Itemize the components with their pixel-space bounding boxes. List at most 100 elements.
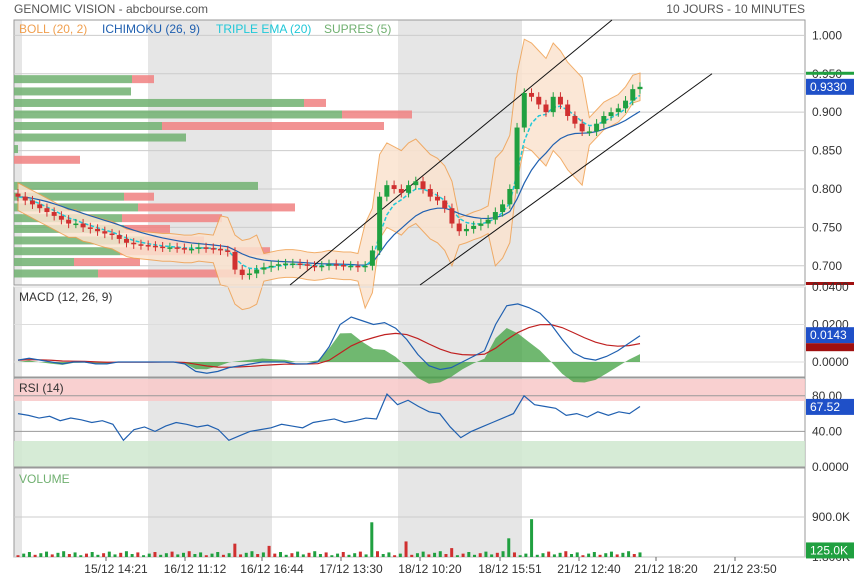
volume-bar <box>96 554 100 557</box>
volume-bar <box>495 552 499 557</box>
x-tick-label: 18/12 15:51 <box>478 562 542 576</box>
candle-body <box>239 269 245 276</box>
candle-body <box>174 247 180 249</box>
price-tick-label: 1.000 <box>812 28 842 42</box>
volume-bar <box>73 552 77 557</box>
volume-bar <box>119 552 123 557</box>
volume-bar <box>39 553 43 557</box>
candle-body <box>290 263 296 265</box>
volume-bar <box>239 554 243 557</box>
volume-bar <box>427 554 431 557</box>
candle-body <box>529 92 535 97</box>
volume-bar <box>233 543 237 557</box>
candle-body <box>377 196 383 251</box>
candle-body <box>275 264 281 266</box>
candle-body <box>340 265 346 267</box>
volume-bar <box>410 554 414 557</box>
volume-bar <box>261 552 265 557</box>
volume-profile-bar <box>14 181 258 190</box>
volume-bar <box>570 554 574 557</box>
macd-title: MACD (12, 26, 9) <box>19 290 112 304</box>
candle-body <box>398 188 404 193</box>
session-shade <box>14 468 22 557</box>
macd-signal-box <box>806 343 854 352</box>
volume-bar <box>433 552 437 557</box>
price-tick-label: 0.800 <box>812 182 842 196</box>
candle-body <box>95 228 101 232</box>
volume-bar <box>530 519 534 557</box>
candle-body <box>312 265 318 268</box>
rsi-title: RSI (14) <box>19 381 64 395</box>
volume-profile-bar <box>304 98 326 107</box>
volume-bar <box>364 554 368 557</box>
volume-bar <box>107 551 111 557</box>
volume-bar <box>353 553 357 557</box>
volume-profile-bar <box>162 122 384 130</box>
candle-body <box>615 108 621 113</box>
macd-last-value: 0.0143 <box>810 328 847 342</box>
price-tick-label: 0.850 <box>812 144 842 158</box>
volume-profile-bar <box>342 110 412 119</box>
candle-body <box>152 245 158 248</box>
volume-bar <box>250 551 254 557</box>
volume-bar <box>170 551 174 557</box>
candle-body <box>131 242 137 245</box>
candle-body <box>557 96 563 105</box>
candle-body <box>550 96 556 113</box>
candle-body <box>319 265 325 268</box>
volume-bar <box>638 552 642 557</box>
volume-profile-bar <box>14 87 131 96</box>
volume-profile-bar <box>14 155 80 164</box>
volume-bar <box>216 552 220 557</box>
candle-body <box>203 247 209 249</box>
candle-body <box>160 246 166 249</box>
volume-bar <box>592 552 596 557</box>
volume-bar <box>56 552 60 557</box>
macd-line <box>17 303 641 374</box>
candle-body <box>297 263 303 265</box>
candle-body <box>326 264 332 266</box>
candle-body <box>434 196 440 201</box>
candle-body <box>123 238 129 243</box>
volume-bar <box>267 545 271 557</box>
candle-body <box>572 116 578 124</box>
volume-profile-bar <box>14 203 138 212</box>
macd-tick-label: 0.0400 <box>812 280 849 294</box>
candle-body <box>369 250 375 266</box>
volume-bar <box>455 555 459 557</box>
volume-profile-bar <box>14 145 18 154</box>
volume-profile-bar <box>132 75 154 84</box>
volume-bar <box>102 553 106 557</box>
candle-body <box>254 269 260 274</box>
price-high-marker <box>806 71 854 75</box>
macd-last-box <box>806 327 854 344</box>
volume-profile-bar <box>14 269 98 278</box>
volume-bar <box>296 551 300 557</box>
candle-body <box>586 131 592 133</box>
price-tick-label: 0.750 <box>812 220 842 234</box>
candle-body <box>507 188 513 205</box>
volume-bar <box>438 551 442 557</box>
legend-entry: SUPRES (5) <box>324 22 391 36</box>
price-last-value: 0.9330 <box>810 80 847 94</box>
candle-body <box>355 265 361 268</box>
candle-body <box>536 96 542 105</box>
volume-bar <box>84 553 88 557</box>
candle-body <box>196 247 202 249</box>
volume-bar <box>501 551 505 557</box>
volume-bar <box>615 554 619 557</box>
candle-body <box>362 265 368 268</box>
rsi-last-box <box>806 398 854 415</box>
volume-bar <box>313 551 317 557</box>
candle-body <box>218 248 224 251</box>
candle-body <box>630 89 636 101</box>
volume-bar <box>62 551 66 557</box>
volume-bar <box>181 552 185 557</box>
volume-bar <box>358 551 362 557</box>
volume-bar <box>587 553 591 557</box>
candle-body <box>333 264 339 266</box>
candle-body <box>601 116 607 124</box>
candle-body <box>73 223 79 226</box>
volume-bar <box>142 555 146 557</box>
volume-bar <box>22 553 26 557</box>
